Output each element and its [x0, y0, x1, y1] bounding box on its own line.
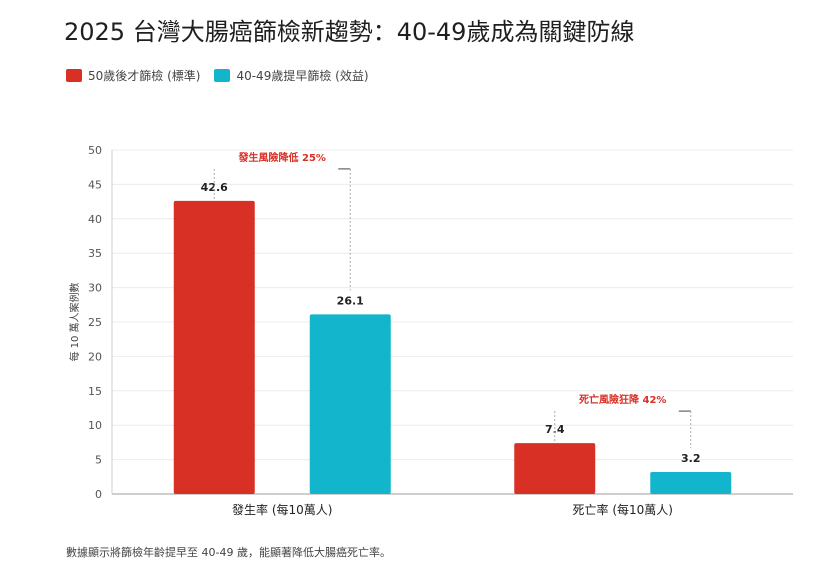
legend-swatch-standard: [66, 69, 82, 82]
legend-item-standard[interactable]: 50歲後才篩檢 (標準): [66, 67, 200, 84]
y-tick-label: 20: [88, 350, 102, 363]
bar-early-0: [309, 314, 391, 494]
y-tick-label: 25: [88, 316, 102, 329]
legend-swatch-early: [214, 69, 231, 82]
bar-early-1: [650, 471, 732, 494]
legend-item-early[interactable]: 40-49歲提早篩檢 (效益): [214, 67, 369, 84]
x-tick-label: 死亡率 (每10萬人): [573, 502, 673, 517]
y-tick-label: 15: [88, 385, 102, 398]
y-tick-label: 35: [88, 247, 102, 260]
annotation-label: 發生風險降低 25%: [238, 151, 326, 164]
data-label: 26.1: [337, 294, 364, 307]
y-tick-label: 50: [88, 144, 102, 157]
legend-label-standard: 50歲後才篩檢 (標準): [88, 69, 201, 83]
data-label: 42.6: [201, 181, 228, 194]
y-tick-label: 10: [88, 419, 102, 432]
legend-label-early: 40-49歲提早篩檢 (效益): [236, 69, 369, 83]
data-label: 3.2: [681, 452, 701, 465]
bar-standard-0: [173, 200, 255, 495]
legend: 50歲後才篩檢 (標準) 40-49歲提早篩檢 (效益): [66, 67, 383, 84]
y-tick-label: 45: [88, 178, 102, 191]
bar-standard-1: [514, 443, 596, 494]
y-tick-label: 5: [95, 454, 102, 467]
chart-title: 2025 台灣大腸癌篩檢新趨勢：40-49歲成為關鍵防線: [64, 18, 635, 46]
footnote: 數據顯示將篩檢年齡提早至 40-49 歲，能顯著降低大腸癌死亡率。: [66, 546, 391, 559]
y-axis-title: 每 10 萬人案例數: [68, 282, 81, 361]
y-tick-label: 30: [88, 282, 102, 295]
annotation-label: 死亡風險狂降 42%: [579, 393, 666, 406]
data-label: 7.4: [545, 423, 565, 436]
y-tick-label: 40: [88, 213, 102, 226]
y-tick-label: 0: [95, 488, 102, 501]
x-tick-label: 發生率 (每10萬人): [232, 502, 332, 517]
